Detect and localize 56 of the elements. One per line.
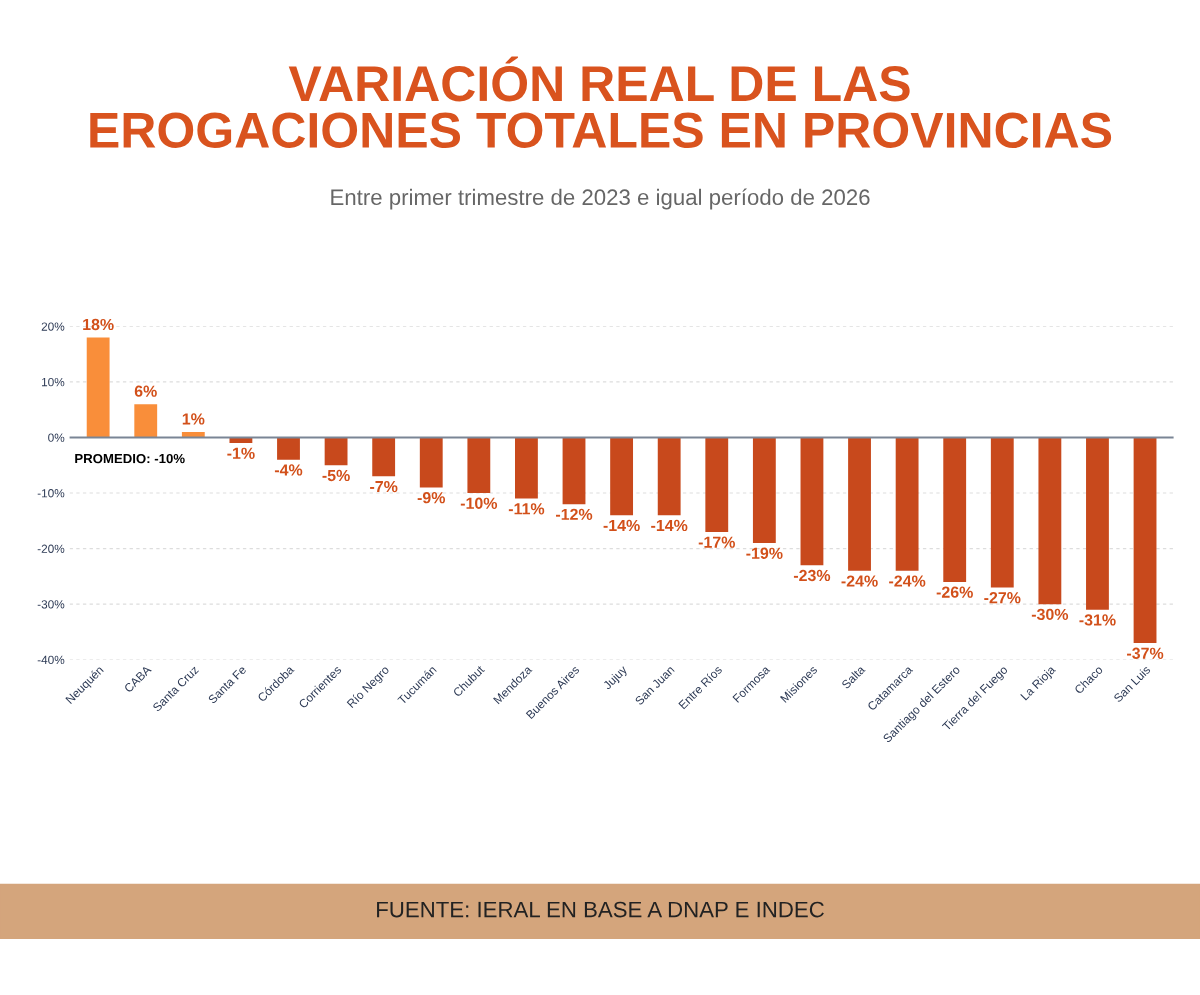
bar xyxy=(1086,437,1109,610)
bar xyxy=(943,437,967,582)
data-label: -27% xyxy=(984,592,1021,604)
y-tick-label: 10% xyxy=(42,377,65,387)
data-label: 18% xyxy=(83,318,114,331)
data-label: -23% xyxy=(793,569,831,582)
bar xyxy=(86,337,110,438)
bar xyxy=(419,437,443,488)
data-label: -10% xyxy=(460,497,498,509)
data-label: -11% xyxy=(508,503,545,515)
data-label: -5% xyxy=(322,469,350,482)
bar xyxy=(990,437,1014,588)
y-tick-label: -10% xyxy=(37,489,65,498)
data-label: -7% xyxy=(370,480,398,493)
y-tick-label: -40% xyxy=(37,655,65,665)
data-label: -4% xyxy=(274,464,303,476)
bar xyxy=(1038,437,1062,605)
data-label: -31% xyxy=(1079,614,1116,626)
data-label: -24% xyxy=(841,575,878,587)
data-label: -14% xyxy=(651,519,688,532)
data-label: -14% xyxy=(603,519,640,532)
data-label: -1% xyxy=(227,447,255,459)
bar xyxy=(895,437,919,571)
bar xyxy=(705,437,729,532)
y-tick-label: -30% xyxy=(37,600,65,609)
x-tick-label: San Luis xyxy=(1112,664,1151,703)
data-label: 1% xyxy=(182,413,205,425)
y-tick-label: -20% xyxy=(37,544,65,553)
bar xyxy=(562,437,586,505)
annotation: PROMEDIO: -10% xyxy=(75,453,185,464)
bar xyxy=(848,437,871,571)
data-label: 6% xyxy=(134,385,157,397)
bar xyxy=(467,437,491,494)
bar xyxy=(372,437,396,477)
bar xyxy=(324,437,348,466)
bar xyxy=(1133,437,1157,644)
source-note: FUENTE: IERAL EN BASE A DNAP E INDEC xyxy=(377,901,824,918)
data-label: -19% xyxy=(746,547,783,559)
bar xyxy=(610,437,634,516)
data-label: -26% xyxy=(936,586,973,598)
bar xyxy=(657,437,681,516)
bar xyxy=(515,437,538,499)
data-label: -17% xyxy=(698,536,735,548)
y-tick-label: 20% xyxy=(41,322,65,331)
chart-subtitle: Entre primer trimestre de 2023 e igual período de 2026 xyxy=(331,188,870,210)
data-label: -24% xyxy=(889,575,926,587)
data-label: -30% xyxy=(1031,608,1069,621)
data-label: -12% xyxy=(556,508,593,520)
data-label: -37% xyxy=(1127,647,1164,659)
y-tick-label: 0% xyxy=(48,433,65,442)
bar xyxy=(800,437,824,566)
chart-title: VARIACIÓN REAL DE LAS EROGACIONES TOTALES EN PROVINCIAS xyxy=(90,56,1112,149)
bar xyxy=(134,404,158,438)
bar xyxy=(277,437,300,460)
bar xyxy=(752,437,776,544)
data-label: -9% xyxy=(417,492,446,504)
